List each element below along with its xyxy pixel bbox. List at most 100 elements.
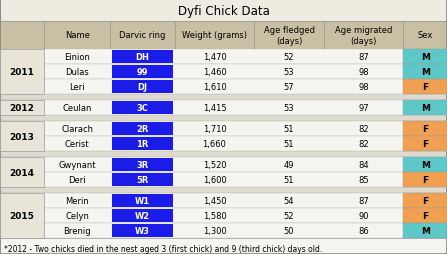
Text: Leri: Leri	[69, 83, 85, 92]
Text: Brenig: Brenig	[63, 226, 91, 235]
Bar	[0, 208, 447, 223]
Bar	[113, 122, 173, 135]
Bar	[113, 173, 173, 186]
Bar	[403, 157, 447, 172]
Text: 1,600: 1,600	[202, 175, 226, 184]
Text: 1,610: 1,610	[202, 83, 226, 92]
Bar	[113, 102, 173, 115]
Bar	[403, 223, 447, 238]
Text: M: M	[421, 160, 430, 169]
Bar	[403, 208, 447, 223]
Text: 98: 98	[358, 83, 369, 92]
Text: 50: 50	[284, 226, 294, 235]
Text: 1,580: 1,580	[202, 211, 226, 220]
Bar	[0, 172, 447, 187]
Text: 1,450: 1,450	[202, 196, 226, 205]
Text: F: F	[422, 211, 428, 220]
Text: W3: W3	[135, 226, 150, 235]
Text: Weight (grams): Weight (grams)	[182, 31, 247, 40]
Text: DJ: DJ	[138, 83, 148, 92]
Bar	[324, 22, 403, 50]
Text: M: M	[421, 53, 430, 62]
Bar	[0, 136, 447, 151]
Bar	[0, 193, 44, 238]
Text: 52: 52	[284, 53, 294, 62]
Bar	[0, 22, 44, 50]
Bar	[113, 137, 173, 150]
Text: 1,710: 1,710	[202, 124, 226, 133]
Text: 87: 87	[358, 53, 369, 62]
Text: Age fledged
(days): Age fledged (days)	[264, 26, 315, 45]
Text: 84: 84	[358, 160, 369, 169]
Text: 2R: 2R	[136, 124, 149, 133]
Bar	[0, 65, 447, 80]
Text: M: M	[421, 104, 430, 113]
Bar	[0, 223, 447, 238]
Text: F: F	[422, 139, 428, 148]
Bar	[0, 157, 447, 172]
Text: M: M	[421, 226, 430, 235]
Text: F: F	[422, 175, 428, 184]
Bar	[403, 80, 447, 95]
Bar	[0, 121, 447, 136]
Text: M: M	[421, 68, 430, 77]
Bar	[0, 116, 447, 121]
Text: 97: 97	[358, 104, 369, 113]
Text: Ceulan: Ceulan	[63, 104, 92, 113]
Bar	[0, 238, 447, 254]
Bar	[0, 101, 44, 116]
Text: DH: DH	[135, 53, 149, 62]
Bar	[0, 101, 447, 116]
Text: W2: W2	[135, 211, 150, 220]
Bar	[113, 158, 173, 171]
Text: 53: 53	[284, 104, 294, 113]
Text: 54: 54	[284, 196, 294, 205]
Text: 53: 53	[284, 68, 294, 77]
Text: 99: 99	[137, 68, 148, 77]
Text: 57: 57	[284, 83, 294, 92]
Text: 1,470: 1,470	[202, 53, 226, 62]
Bar	[403, 172, 447, 187]
Text: 1,660: 1,660	[202, 139, 227, 148]
Text: 90: 90	[358, 211, 369, 220]
Text: Dyfi Chick Data: Dyfi Chick Data	[177, 5, 270, 18]
Text: 2011: 2011	[9, 68, 34, 77]
Bar	[0, 50, 447, 65]
Text: 52: 52	[284, 211, 294, 220]
Text: 2013: 2013	[9, 132, 34, 141]
Text: 86: 86	[358, 226, 369, 235]
Text: W1: W1	[135, 196, 150, 205]
Bar	[0, 0, 447, 22]
Bar	[403, 101, 447, 116]
Text: 1,415: 1,415	[202, 104, 226, 113]
Bar	[175, 22, 254, 50]
Text: 2015: 2015	[9, 211, 34, 220]
Text: 1,520: 1,520	[202, 160, 226, 169]
Bar	[0, 95, 447, 101]
Bar	[403, 193, 447, 208]
Bar	[0, 22, 447, 50]
Text: Gwynant: Gwynant	[58, 160, 96, 169]
Text: 1,300: 1,300	[202, 226, 226, 235]
Text: F: F	[422, 124, 428, 133]
Text: 2014: 2014	[9, 168, 34, 177]
Bar	[110, 22, 175, 50]
Bar	[403, 121, 447, 136]
Text: 49: 49	[284, 160, 294, 169]
Bar	[0, 121, 44, 151]
Bar	[113, 66, 173, 79]
Bar	[0, 151, 447, 157]
Text: F: F	[422, 83, 428, 92]
Bar	[113, 51, 173, 64]
Text: Dulas: Dulas	[65, 68, 89, 77]
Text: 85: 85	[358, 175, 369, 184]
Bar	[403, 50, 447, 65]
Bar	[403, 22, 447, 50]
Bar	[0, 50, 44, 95]
Bar	[403, 65, 447, 80]
Text: 51: 51	[284, 139, 294, 148]
Text: Einion: Einion	[64, 53, 90, 62]
Text: 98: 98	[358, 68, 369, 77]
Text: Cerist: Cerist	[65, 139, 89, 148]
Text: Name: Name	[65, 31, 89, 40]
